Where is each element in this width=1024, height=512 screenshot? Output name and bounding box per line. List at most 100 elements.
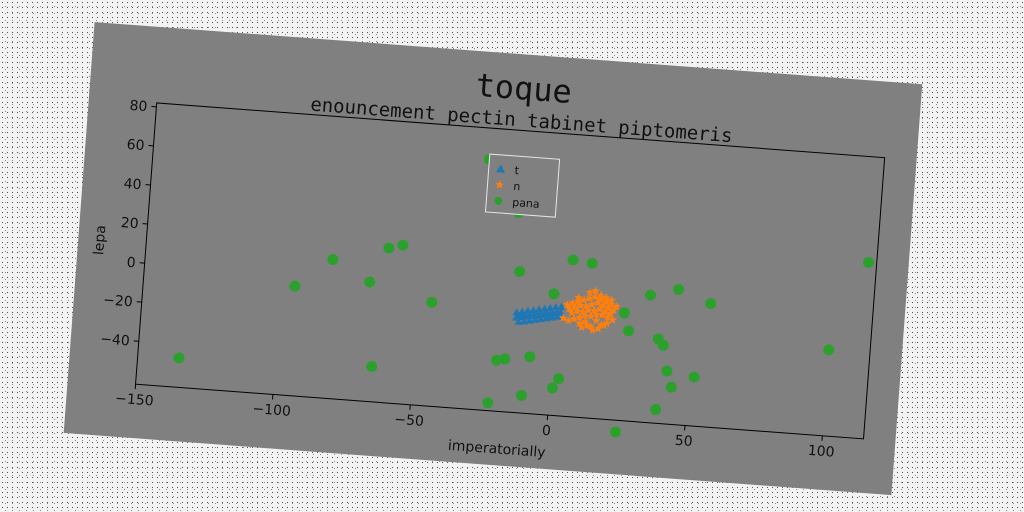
data-point-star xyxy=(576,301,586,310)
data-point xyxy=(586,257,598,269)
data-point-star xyxy=(573,306,582,316)
x-tick-label: 100 xyxy=(807,443,835,461)
data-point-star xyxy=(601,293,611,302)
y-tick-label: −20 xyxy=(103,292,134,310)
data-point-star xyxy=(603,313,612,322)
data-point-star xyxy=(570,302,580,312)
data-point xyxy=(546,382,558,394)
legend-label-n: n xyxy=(513,180,521,193)
y-tick-label: 40 xyxy=(123,176,142,193)
data-point-star xyxy=(567,308,577,317)
data-point-star xyxy=(590,292,600,301)
data-point-star xyxy=(581,311,590,320)
data-point xyxy=(567,254,579,266)
data-point-star xyxy=(562,300,572,309)
data-point xyxy=(657,339,669,351)
data-point-star xyxy=(578,307,588,316)
data-point xyxy=(514,266,526,278)
data-point-star xyxy=(585,288,595,297)
data-point-star xyxy=(574,293,583,302)
y-ticks: −40 −20 0 20 40 60 80 xyxy=(100,98,157,349)
series-t xyxy=(512,302,566,326)
data-point-star xyxy=(585,294,594,303)
data-point-star xyxy=(587,300,597,309)
x-tick-label: 50 xyxy=(674,433,693,450)
chart-title: toque xyxy=(474,66,573,111)
y-axis-label: lepa xyxy=(91,225,109,256)
data-point xyxy=(609,426,621,438)
data-point xyxy=(289,280,301,292)
data-point-star xyxy=(564,315,573,325)
legend-marker-n xyxy=(495,180,504,189)
data-point xyxy=(862,257,874,269)
x-tick-label: 0 xyxy=(541,423,551,440)
data-point-star xyxy=(565,304,574,313)
data-point xyxy=(383,242,395,254)
figure-background xyxy=(63,22,923,496)
data-point-star xyxy=(599,320,609,329)
data-point-star xyxy=(575,318,584,328)
data-point xyxy=(823,344,835,356)
data-point-star xyxy=(575,312,585,322)
data-point-star xyxy=(574,297,583,306)
data-point xyxy=(397,239,409,251)
data-point-star xyxy=(597,310,607,319)
data-point-star xyxy=(592,310,601,319)
data-point-star xyxy=(583,321,592,330)
y-tick-label: −40 xyxy=(100,331,131,349)
data-point xyxy=(618,307,630,319)
data-point-star xyxy=(591,316,601,325)
data-point-star xyxy=(588,325,598,334)
data-point-star xyxy=(595,304,605,313)
x-axis-label: imperatorially xyxy=(447,438,546,461)
data-point-star xyxy=(577,322,587,332)
legend-marker-pana xyxy=(494,196,503,205)
data-point xyxy=(499,353,511,365)
y-tick-label: 80 xyxy=(129,98,148,115)
plot-area: toque enouncement pectin tabinet piptome… xyxy=(91,66,886,461)
data-point xyxy=(366,361,378,373)
y-tick-label: 0 xyxy=(126,255,136,272)
y-tick-label: 20 xyxy=(120,215,139,232)
x-tick-label: −100 xyxy=(252,401,292,420)
data-point xyxy=(524,351,536,363)
data-point-star xyxy=(589,306,599,315)
data-point-star xyxy=(580,317,590,326)
data-point-star xyxy=(579,295,589,304)
data-point-star xyxy=(593,298,602,307)
data-point xyxy=(650,404,662,416)
legend: tn pana xyxy=(484,153,561,218)
data-point-triangle xyxy=(551,302,560,311)
data-point xyxy=(673,283,685,295)
legend-box xyxy=(484,153,561,218)
data-point xyxy=(553,373,565,385)
data-point-star xyxy=(568,298,577,307)
series-pana xyxy=(173,153,874,438)
x-ticks: −150 −100 −50 0 50 100 xyxy=(115,384,835,461)
data-point xyxy=(665,381,677,393)
data-point-star xyxy=(570,314,579,323)
legend-label-t: t xyxy=(514,164,520,177)
data-point-star xyxy=(586,311,596,321)
x-tick-label: −150 xyxy=(115,391,155,410)
y-tick-label: 60 xyxy=(126,137,145,154)
data-point-star xyxy=(594,324,603,333)
data-point-star xyxy=(596,290,606,300)
data-point xyxy=(482,397,494,409)
data-point xyxy=(327,254,339,266)
data-point-star xyxy=(591,286,600,295)
data-point-star xyxy=(608,315,618,324)
series-n xyxy=(559,286,621,334)
legend-label-pana: pana xyxy=(512,196,540,211)
data-point xyxy=(688,371,700,383)
data-point-triangle xyxy=(514,317,523,326)
data-points xyxy=(173,153,874,438)
data-point-star xyxy=(559,313,568,322)
data-point xyxy=(490,354,502,366)
data-point xyxy=(173,352,185,364)
legend-marker-t xyxy=(495,164,505,173)
data-point xyxy=(548,288,560,300)
data-point xyxy=(623,325,635,337)
data-point xyxy=(661,365,673,377)
